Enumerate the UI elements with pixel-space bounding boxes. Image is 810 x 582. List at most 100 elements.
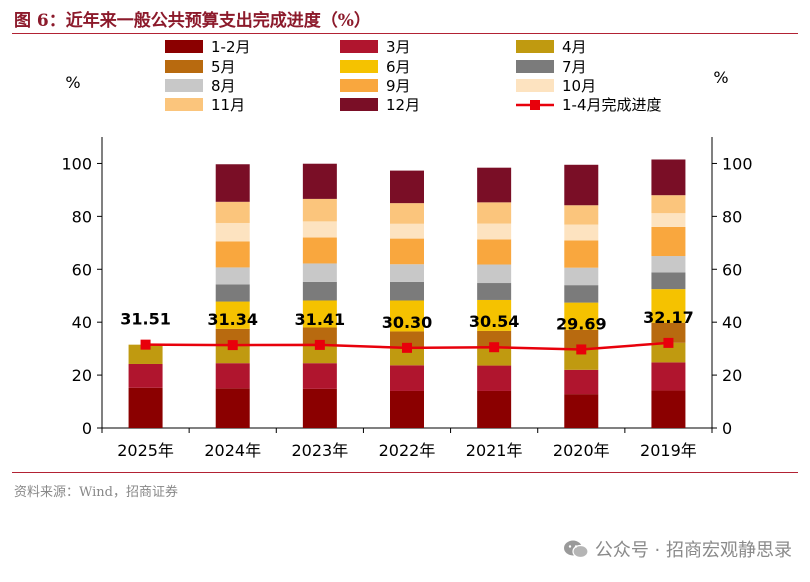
legend-label: 11月: [211, 96, 245, 114]
bar-segment: [651, 272, 686, 290]
x-tick-label: 2022年: [379, 441, 436, 460]
data-label: 30.54: [469, 312, 520, 331]
legend-label: 6月: [386, 58, 411, 76]
bar-segment: [215, 284, 250, 302]
bar-segment: [651, 289, 686, 323]
bar-segment: [302, 327, 337, 345]
bar-segment: [128, 387, 163, 428]
legend-label: 9月: [386, 77, 411, 95]
line-marker: [314, 339, 325, 350]
bar-segment: [302, 344, 337, 364]
y-tick-label: 100: [61, 154, 92, 173]
chart-bars: [128, 159, 686, 428]
bar-segment: [564, 349, 599, 370]
bar-segment: [302, 163, 337, 199]
bar-segment: [477, 330, 512, 348]
chart-line: 31.51 31.34 31.41 30.30 30.54 29.69 32.17: [120, 308, 694, 355]
bar-segment: [215, 201, 250, 223]
bar-segment: [651, 342, 686, 363]
bar-segment: [390, 281, 424, 301]
bar-segment: [390, 331, 424, 348]
legend-swatch: [340, 98, 378, 111]
legend-swatch-marker: [530, 100, 540, 110]
y-tick-label: 20: [72, 366, 92, 385]
x-tick-label: 2023年: [291, 441, 348, 460]
legend-swatch: [340, 60, 378, 73]
x-tick-label: 2019年: [640, 441, 697, 460]
bar-segment: [564, 369, 599, 395]
y-tick-label: 80: [72, 207, 92, 226]
bar-segment: [302, 300, 337, 328]
data-label: 30.30: [382, 313, 433, 332]
bar-segment: [302, 363, 337, 389]
legend-swatch: [516, 60, 554, 73]
bar-segment: [651, 159, 686, 196]
data-label: 31.41: [295, 310, 346, 329]
bar-segment: [128, 363, 163, 388]
bar-segment: [215, 301, 250, 329]
bar-segment: [390, 203, 424, 224]
legend-swatch: [165, 98, 203, 111]
bar-segment: [564, 302, 599, 330]
line-marker: [576, 344, 587, 355]
legend-swatch: [340, 40, 378, 53]
y2-tick-label: 20: [722, 366, 742, 385]
source-note: 资料来源：Wind，招商证券: [14, 485, 178, 500]
bar-segment: [215, 363, 250, 389]
line-marker: [663, 337, 674, 348]
bar-segment: [215, 164, 250, 202]
legend-label: 12月: [386, 96, 420, 114]
bar-segment: [651, 213, 686, 227]
y2-tick-label: 60: [722, 260, 742, 279]
bar-segment: [477, 264, 512, 284]
bar-segment: [215, 388, 250, 428]
bar-segment: [390, 300, 424, 332]
bar-segment: [215, 328, 250, 346]
legend-label: 7月: [562, 58, 587, 76]
bar-segment: [651, 390, 686, 428]
bar-segment: [477, 283, 512, 300]
data-label: 32.17: [643, 308, 694, 327]
legend-label: 10月: [562, 77, 596, 95]
legend-label: 4月: [562, 38, 587, 56]
data-label: 31.34: [207, 310, 258, 329]
x-tick-label: 2021年: [466, 441, 523, 460]
legend-label: 3月: [386, 38, 411, 56]
bar-segment: [564, 394, 599, 428]
bar-segment: [564, 329, 599, 350]
line-marker: [227, 340, 238, 351]
y2-tick-label: 80: [722, 207, 742, 226]
line-marker: [402, 342, 412, 353]
legend-swatch: [340, 79, 378, 92]
line-marker: [489, 342, 500, 353]
x-axis-labels: 2025年 2024年 2023年 2022年 2021年 2020年 2019年: [117, 441, 697, 460]
y2-axis-unit: %: [713, 68, 728, 87]
x-tick-label: 2024年: [204, 441, 261, 460]
bar-segment: [651, 362, 686, 391]
wechat-icon: [563, 540, 589, 559]
legend-label: 5月: [211, 58, 236, 76]
y-tick-label: 60: [72, 260, 92, 279]
y-tick-label: 0: [82, 419, 92, 438]
bar-segment: [564, 164, 599, 206]
bar-segment: [215, 222, 250, 242]
legend-swatch: [165, 40, 203, 53]
bar-segment: [477, 167, 512, 203]
bar-segment: [651, 256, 686, 273]
legend-label: 8月: [211, 77, 236, 95]
bar-segment: [302, 281, 337, 301]
legend-swatch: [516, 79, 554, 92]
bar-segment: [477, 347, 512, 366]
bar-segment: [477, 202, 512, 224]
legend-swatch: [165, 79, 203, 92]
bar-segment: [390, 264, 424, 282]
bar-segment: [390, 347, 424, 366]
bar-segment: [215, 267, 250, 285]
bar-segment: [477, 223, 512, 240]
source-rule: [12, 472, 798, 473]
title-rule: [12, 33, 798, 34]
bar-segment: [564, 205, 599, 225]
watermark: 公众号 · 招商宏观静思录: [563, 536, 792, 562]
bar-segment: [564, 285, 599, 303]
